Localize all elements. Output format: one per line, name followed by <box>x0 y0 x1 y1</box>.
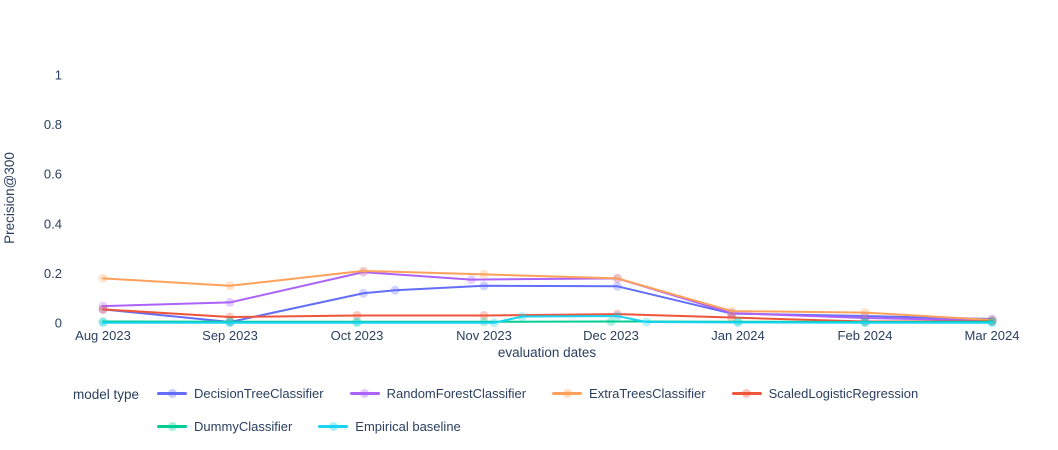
legend-item-label: ScaledLogisticRegression <box>768 386 919 401</box>
x-tick-label: Mar 2024 <box>965 328 1020 343</box>
legend-item-decisiontreeclassifier[interactable]: DecisionTreeClassifier <box>157 382 324 405</box>
y-axis-title: Precision@300 <box>2 152 17 244</box>
series-line-empirical-baseline <box>102 315 993 324</box>
series-line-randomforestclassifier <box>102 271 993 322</box>
y-tick-label: 0.6 <box>44 167 62 182</box>
series-line-decisiontreeclassifier <box>102 284 993 324</box>
plot-area[interactable]: Aug 2023 Sep 2023 Oct 2023 Nov 2023 Dec 2023… <box>0 0 1058 378</box>
x-tick-label: Jan 2024 <box>711 328 765 343</box>
series-line-scaledlogisticregression <box>102 308 993 323</box>
y-tick-label: 0 <box>55 316 62 331</box>
legend-item-label: RandomForestClassifier <box>386 386 527 401</box>
legend-line-marker-icon <box>731 389 762 398</box>
legend-line-marker-icon <box>157 389 188 398</box>
x-tick-label: Nov 2023 <box>456 328 512 343</box>
legend-item-label: DummyClassifier <box>194 419 293 434</box>
series-scaledlogisticregression <box>98 304 997 327</box>
y-tick-label: 0.8 <box>44 117 62 132</box>
series-empirical-baseline <box>98 311 997 328</box>
legend-line-marker-icon <box>552 389 583 398</box>
x-axis-title: evaluation dates <box>498 345 597 360</box>
legend-line-marker-icon <box>318 422 349 431</box>
legend: model type DecisionTreeClassifier RandomF… <box>73 382 1048 438</box>
legend-item-label: ExtraTreesClassifier <box>589 386 706 401</box>
series-line-extratreesclassifier <box>102 269 993 322</box>
legend-item-randomforestclassifier[interactable]: RandomForestClassifier <box>349 382 527 405</box>
legend-line-marker-icon <box>349 389 380 398</box>
legend-item-empirical-baseline[interactable]: Empirical baseline <box>318 415 461 438</box>
x-tick-label: Aug 2023 <box>75 328 131 343</box>
legend-item-label: Empirical baseline <box>355 419 461 434</box>
legend-item-extratreesclassifier[interactable]: ExtraTreesClassifier <box>552 382 706 405</box>
legend-title: model type <box>73 387 140 402</box>
x-tick-label: Dec 2023 <box>583 328 639 343</box>
y-tick-label: 1 <box>55 68 62 83</box>
y-tick-label: 0.4 <box>44 216 62 231</box>
y-tick-label: 0.2 <box>44 266 62 281</box>
legend-item-scaledlogisticregression[interactable]: ScaledLogisticRegression <box>731 382 919 405</box>
legend-line-marker-icon <box>157 422 188 431</box>
legend-item-label: DecisionTreeClassifier <box>194 386 324 401</box>
legend-item-dummyclassifier[interactable]: DummyClassifier <box>157 415 292 438</box>
legend-items: DecisionTreeClassifier RandomForestClassi… <box>157 382 1048 438</box>
x-tick-label: Oct 2023 <box>331 328 384 343</box>
x-tick-label: Sep 2023 <box>202 328 258 343</box>
x-tick-label: Feb 2024 <box>838 328 893 343</box>
series-extratreesclassifier <box>98 266 997 325</box>
